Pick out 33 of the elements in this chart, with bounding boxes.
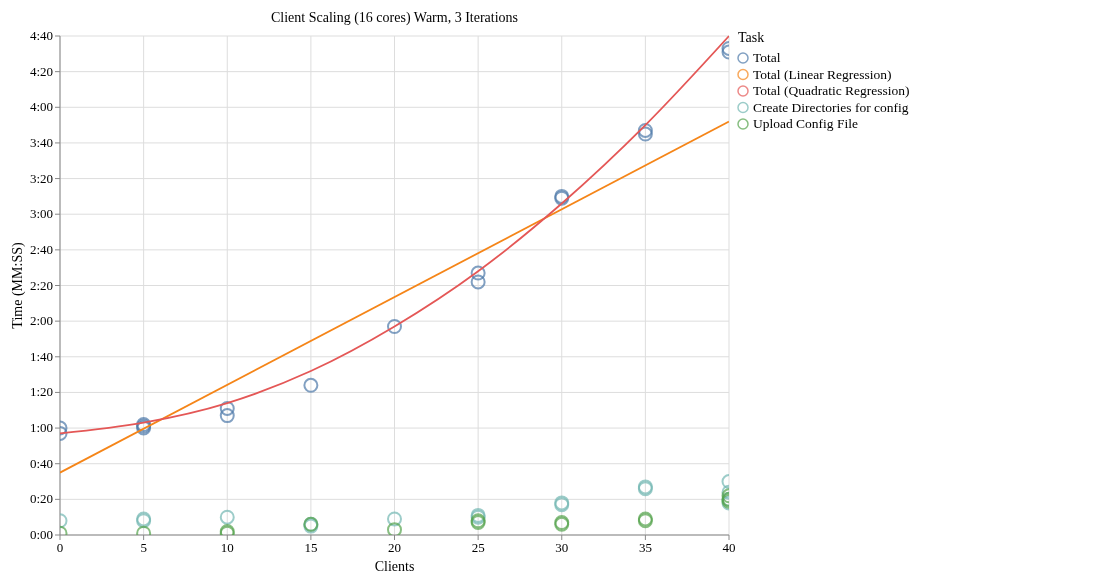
- y-tick-label: 2:00: [29, 313, 53, 329]
- x-tick-label: 10: [220, 540, 234, 555]
- y-tick-label: 4:20: [29, 63, 53, 79]
- y-tick-label: 1:20: [29, 384, 53, 400]
- y-tick-label: 1:00: [29, 420, 53, 436]
- y-tick-label: 3:40: [29, 134, 53, 150]
- x-tick-label: 30: [555, 540, 569, 555]
- y-tick-label: 0:40: [29, 455, 53, 471]
- y-tick-label: 4:00: [29, 99, 53, 115]
- y-tick-label: 1:40: [29, 348, 53, 364]
- legend-label: Total: [753, 50, 781, 65]
- y-tick-label: 3:20: [29, 170, 53, 186]
- x-tick-label: 35: [638, 540, 652, 555]
- chart-title: Client Scaling (16 cores) Warm, 3 Iterations: [270, 10, 519, 26]
- y-tick-label: 2:40: [29, 241, 53, 257]
- x-tick-label: 25: [471, 540, 485, 555]
- x-tick-label: 5: [140, 540, 147, 555]
- x-tick-label: 15: [304, 540, 318, 555]
- y-tick-label: 4:40: [29, 28, 53, 43]
- x-tick-label: 0: [56, 540, 64, 555]
- legend-label: Create Directories for config: [753, 99, 909, 115]
- legend-label: Total (Quadratic Regression): [753, 83, 910, 98]
- y-axis-title: Time (MM:SS): [10, 242, 26, 329]
- x-axis-title: Clients: [374, 559, 415, 574]
- y-tick-label: 3:00: [29, 206, 53, 222]
- x-tick-label: 40: [722, 540, 736, 555]
- legend-title: Task: [738, 30, 765, 45]
- y-tick-label: 0:20: [29, 491, 53, 507]
- y-tick-label: 0:00: [29, 527, 53, 542]
- y-tick-label: 2:20: [29, 277, 53, 293]
- legend-label: Total (Linear Regression): [753, 66, 892, 82]
- x-tick-label: 20: [388, 540, 401, 555]
- legend-label: Upload Config File: [753, 116, 858, 131]
